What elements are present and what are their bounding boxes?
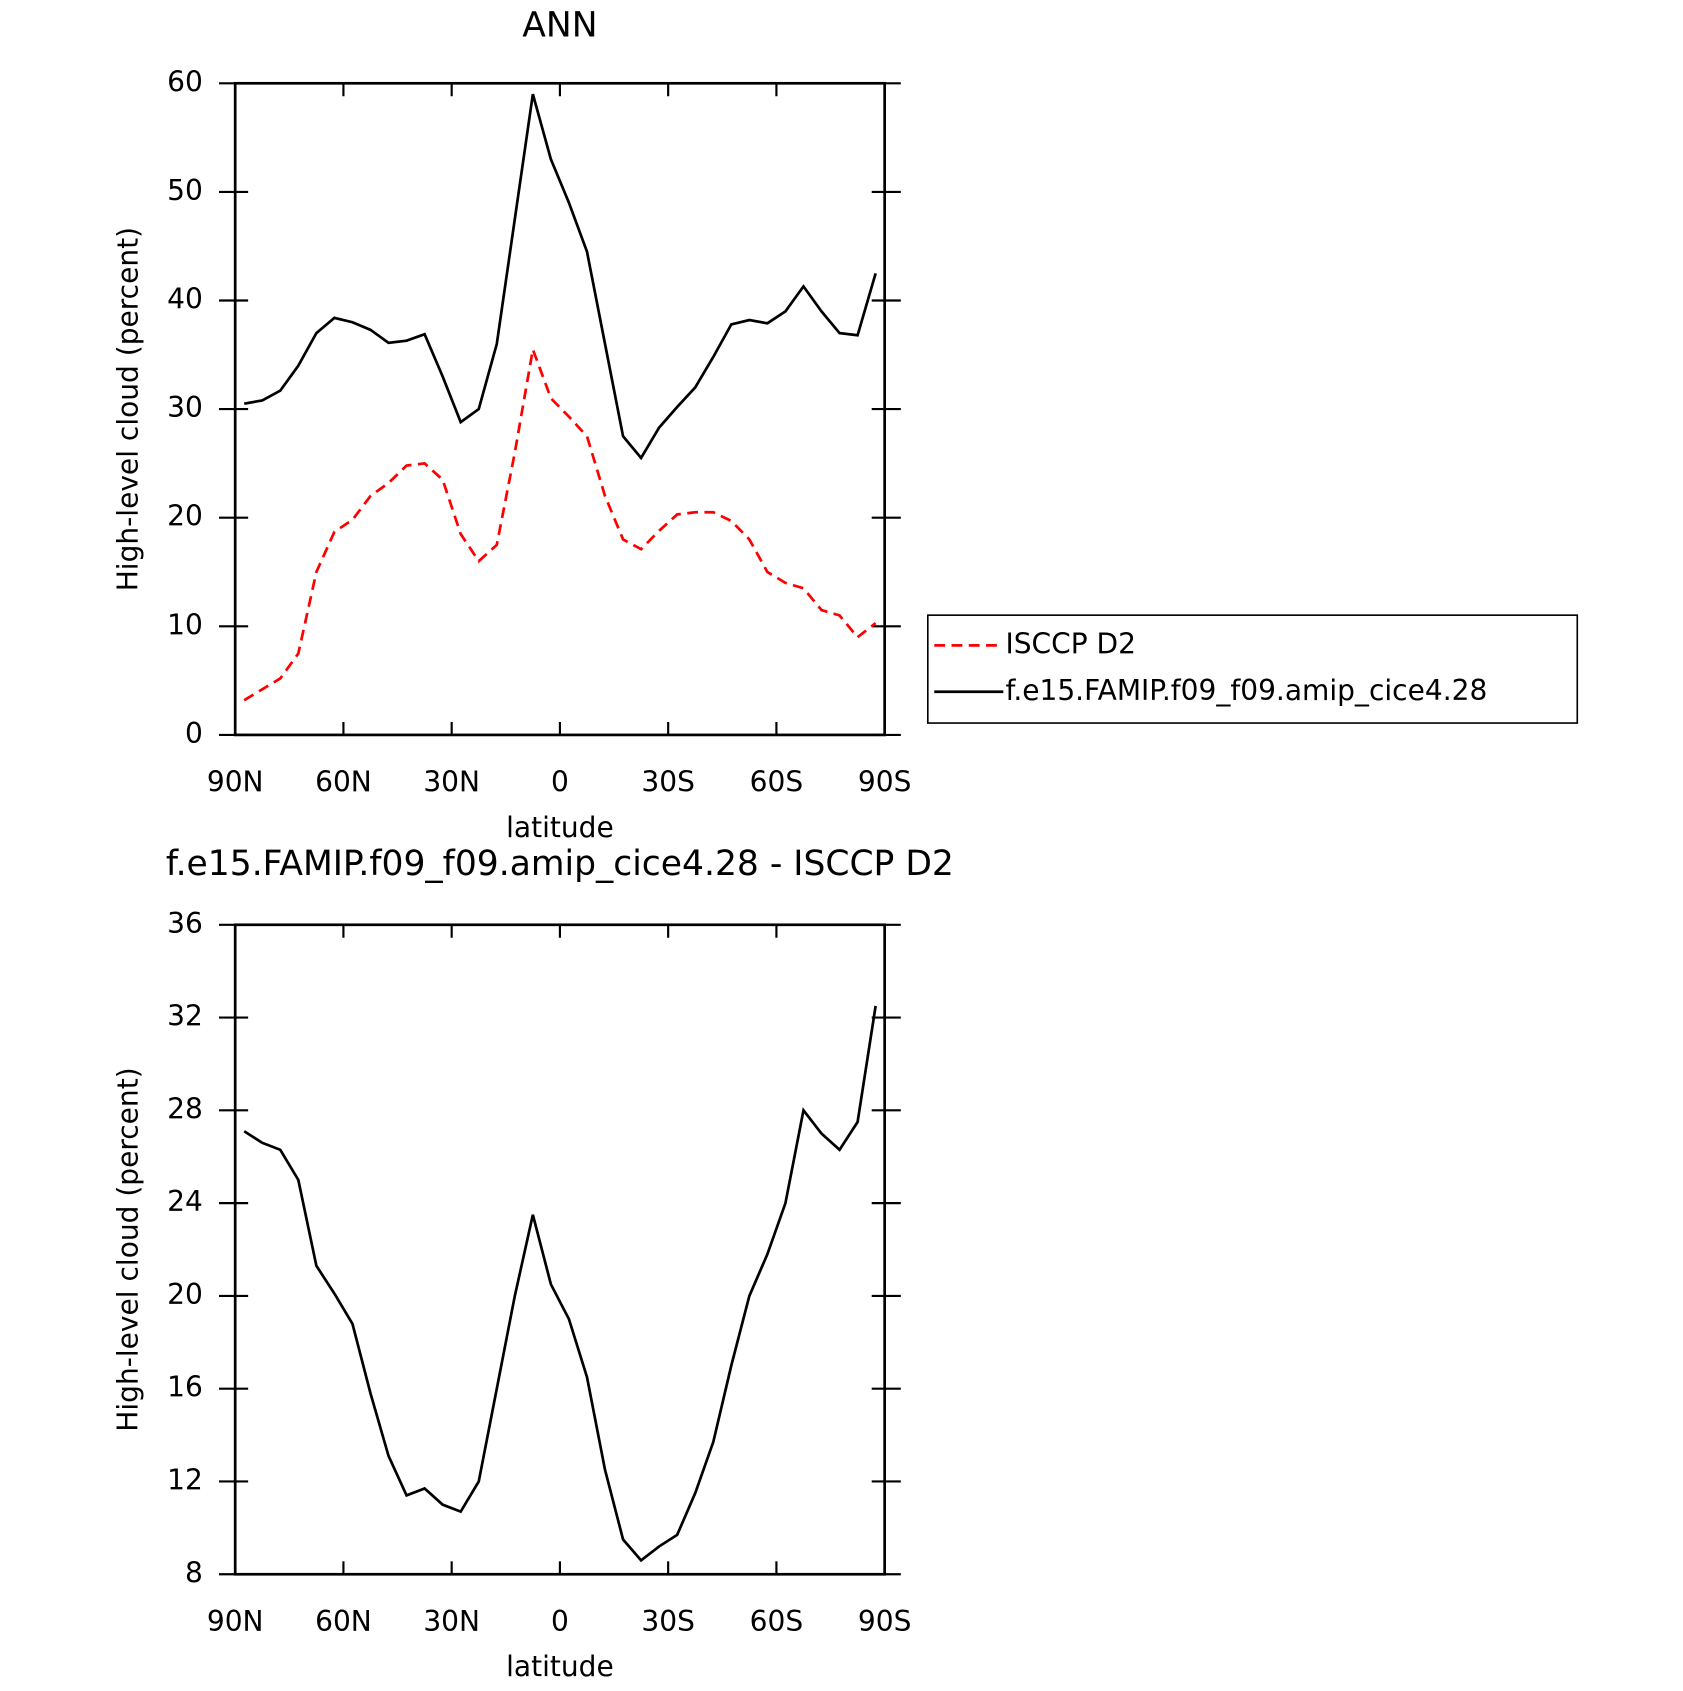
data-line <box>243 93 877 461</box>
data-line <box>243 1005 877 1563</box>
y-tick-label: 12 <box>167 1463 203 1496</box>
legend-label: ISCCP D2 <box>1005 627 1136 660</box>
chart-title: f.e15.FAMIP.f09_f09.amip_cice4.28 - ISCC… <box>166 844 954 884</box>
x-tick-label: 0 <box>551 1605 569 1638</box>
x-tick-label: 30S <box>641 765 695 798</box>
plot-frame <box>233 81 887 737</box>
x-tick-label: 90S <box>858 1605 912 1638</box>
y-axis-label: High-level cloud (percent) <box>111 1067 144 1431</box>
x-axis-label: latitude <box>506 811 614 844</box>
x-tick-label: 30S <box>641 1605 695 1638</box>
x-tick-label: 90N <box>207 1605 264 1638</box>
x-tick-label: 30N <box>423 765 480 798</box>
x-tick-label: 60N <box>315 765 372 798</box>
y-tick-label: 0 <box>185 717 203 750</box>
y-tick-label: 28 <box>167 1092 203 1125</box>
y-tick-label: 60 <box>167 65 203 98</box>
y-tick-label: 20 <box>167 1278 203 1311</box>
y-tick-label: 50 <box>167 174 203 207</box>
legend-box <box>926 614 1579 724</box>
x-tick-label: 60N <box>315 1605 372 1638</box>
y-axis-label: High-level cloud (percent) <box>111 227 144 591</box>
y-tick-label: 20 <box>167 500 203 533</box>
x-tick-label: 60S <box>750 1605 804 1638</box>
plot-frame <box>233 923 887 1576</box>
data-line <box>243 344 877 702</box>
y-tick-label: 24 <box>167 1185 203 1218</box>
chart-title: ANN <box>522 6 597 46</box>
y-tick-label: 16 <box>167 1371 203 1404</box>
y-tick-label: 36 <box>167 907 203 940</box>
y-tick-label: 10 <box>167 608 203 641</box>
x-tick-label: 0 <box>551 765 569 798</box>
y-tick-label: 40 <box>167 283 203 316</box>
y-tick-label: 32 <box>167 1000 203 1033</box>
x-axis-label: latitude <box>506 1650 614 1683</box>
x-tick-label: 90S <box>858 765 912 798</box>
x-tick-label: 90N <box>207 765 264 798</box>
legend-label: f.e15.FAMIP.f09_f09.amip_cice4.28 <box>1005 674 1487 707</box>
y-tick-label: 8 <box>185 1556 203 1589</box>
x-tick-label: 30N <box>423 1605 480 1638</box>
y-tick-label: 30 <box>167 391 203 424</box>
x-tick-label: 60S <box>750 765 804 798</box>
